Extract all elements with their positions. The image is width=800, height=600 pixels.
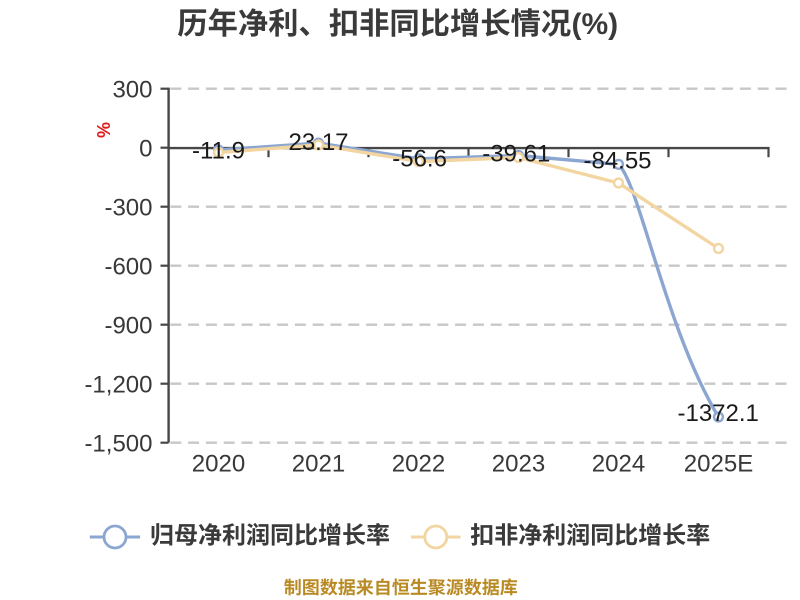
svg-text:-11.9: -11.9 — [192, 138, 245, 165]
svg-text:-39.61: -39.61 — [482, 140, 550, 167]
svg-text:0: 0 — [139, 135, 152, 162]
svg-text:-84.55: -84.55 — [583, 148, 651, 175]
svg-text:300: 300 — [112, 76, 152, 103]
svg-text:%: % — [94, 122, 114, 138]
svg-text:2020: 2020 — [192, 451, 245, 478]
svg-text:-300: -300 — [104, 194, 152, 221]
svg-text:(%): (%) — [572, 8, 619, 41]
svg-text:2023: 2023 — [492, 451, 545, 478]
svg-text:2025E: 2025E — [684, 451, 753, 478]
svg-text:-900: -900 — [104, 312, 152, 339]
svg-text:2021: 2021 — [292, 451, 345, 478]
svg-text:-1372.1: -1372.1 — [677, 400, 758, 427]
svg-text:-56.6: -56.6 — [392, 145, 447, 172]
svg-text:2022: 2022 — [392, 451, 445, 478]
svg-text:-1,200: -1,200 — [84, 371, 152, 398]
svg-text:-600: -600 — [104, 253, 152, 280]
svg-text:2024: 2024 — [592, 451, 645, 478]
svg-text:23.17: 23.17 — [288, 129, 348, 156]
svg-text:-1,500: -1,500 — [84, 430, 152, 457]
